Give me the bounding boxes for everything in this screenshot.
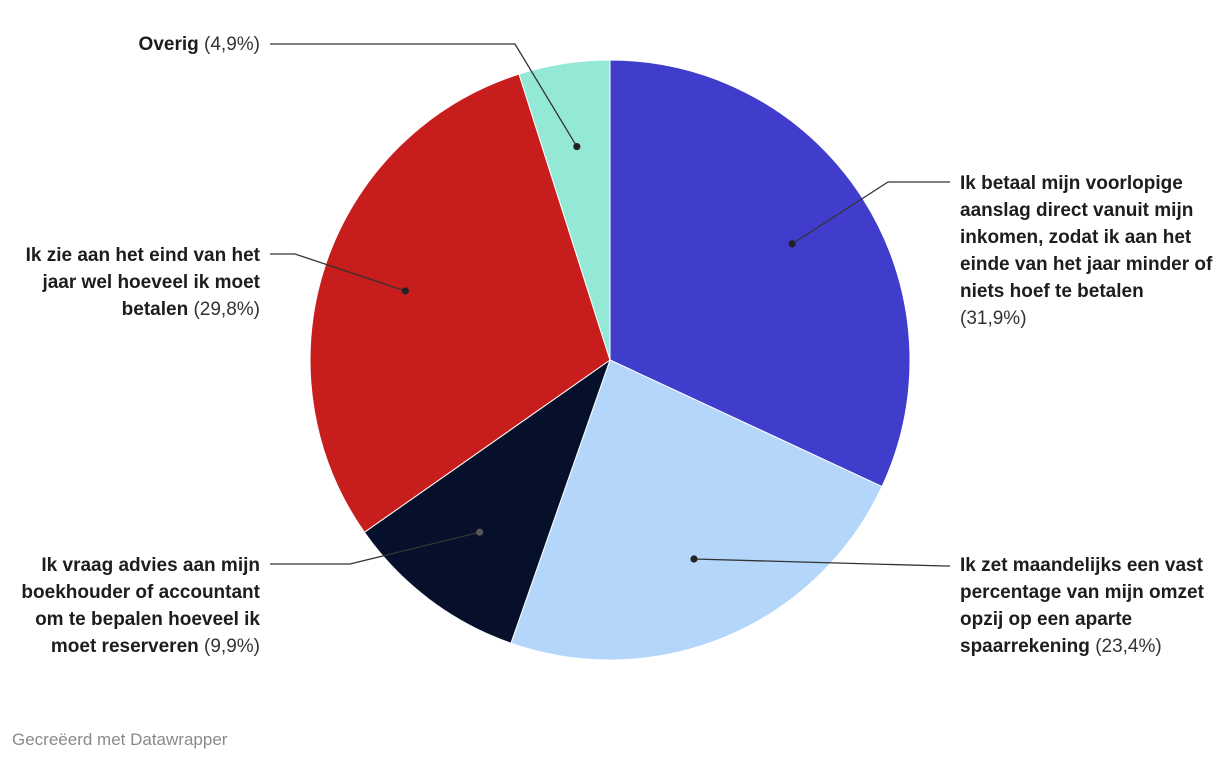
slice-overig: [518, 59, 611, 361]
leader-line-advies-boekhouder: [270, 531, 480, 565]
leader-dot-eind-van-jaar: [401, 287, 409, 295]
label-overig-name: Overig: [138, 34, 199, 55]
leader-line-maandelijks-opzij: [693, 558, 950, 567]
leader-dot-advies-boekhouder: [476, 528, 484, 536]
label-maandelijks-opzij-name: Ik zet maandelijks een vast percentage v…: [960, 555, 1204, 657]
leader-dot-overig: [573, 142, 581, 151]
pie-slices: [309, 59, 911, 661]
leader-dot-maandelijks-opzij: [690, 555, 698, 563]
label-overig-value: (4,9%): [204, 34, 260, 55]
footer-credit: Gecreëerd met Datawrapper: [12, 730, 228, 749]
label-direct-vanuit-inkomen-value: (31,9%): [960, 308, 1027, 329]
label-direct-vanuit-inkomen: Ik betaal mijn voorlopige aanslag direct…: [960, 170, 1215, 332]
label-eind-van-jaar: Ik zie aan het eind van het jaar wel hoe…: [10, 242, 260, 323]
label-direct-vanuit-inkomen-name: Ik betaal mijn voorlopige aanslag direct…: [960, 173, 1213, 302]
label-advies-boekhouder-value: (9,9%): [204, 636, 260, 657]
leader-line-eind-van-jaar: [270, 253, 406, 292]
slice-maandelijks-opzij: [510, 359, 883, 661]
label-eind-van-jaar-name: Ik zie aan het eind van het jaar wel hoe…: [25, 245, 260, 320]
leader-lines: [270, 43, 950, 567]
label-maandelijks-opzij-value: (23,4%): [1095, 636, 1162, 657]
label-maandelijks-opzij: Ik zet maandelijks een vast percentage v…: [960, 552, 1210, 660]
leader-dot-direct-vanuit-inkomen: [788, 240, 796, 248]
label-overig: Overig (4,9%): [10, 31, 260, 58]
leader-line-overig: [270, 43, 578, 147]
slice-advies-boekhouder: [363, 358, 611, 644]
label-eind-van-jaar-value: (29,8%): [193, 299, 260, 320]
label-advies-boekhouder: Ik vraag advies aan mijn boekhouder of a…: [10, 552, 260, 660]
label-advies-boekhouder-name: Ik vraag advies aan mijn boekhouder of a…: [21, 555, 260, 657]
leader-line-direct-vanuit-inkomen: [791, 181, 950, 245]
